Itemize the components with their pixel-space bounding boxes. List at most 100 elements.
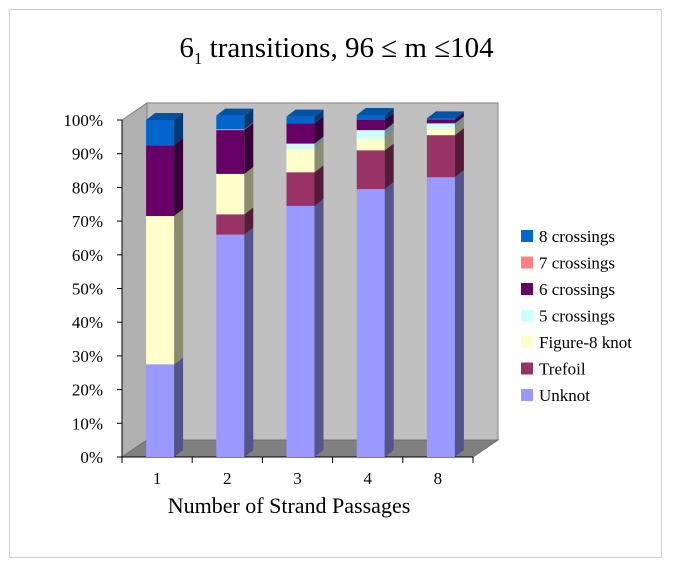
bar-stack [216,108,254,457]
legend-item: 8 crossings [521,227,615,246]
bar-segment-front [356,150,385,190]
bar-segment-front [286,205,315,457]
bar-segment-front [286,148,315,173]
bar-segment-front [356,114,385,120]
legend-label: Figure-8 knot [539,333,632,352]
bar-segment-front [286,116,315,124]
bar-segment-side [454,121,464,136]
bar-segment-front [216,129,245,131]
bar-stack [356,107,394,457]
bar-stack [426,111,464,458]
bar-segment-side [454,113,464,124]
bar-segment-side [244,108,254,130]
bar-segment-side [174,113,184,146]
bar-segment-front [146,145,175,217]
legend-label: 8 crossings [539,227,615,246]
bar-segment-side [314,109,324,124]
bar-segment-front [426,123,455,129]
bar-segment-front [286,123,315,144]
bar-segment-front [356,120,385,131]
bar-segment-side [174,209,184,365]
bar-segment-front [426,118,455,120]
y-tick-label: 10% [72,414,103,433]
bar-segment-front [356,189,385,457]
y-tick-label: 20% [72,381,103,400]
x-axis: 1 2 3 4 8 [121,456,474,488]
bar-segment-front [146,216,175,365]
legend-swatch [521,230,533,242]
y-tick-label: 70% [72,212,103,231]
legend-item: 5 crossings [521,307,615,326]
bar-segment-side [174,138,184,217]
bar-segment-side [384,123,394,139]
legend-label: Trefoil [539,360,586,379]
bar-segment-side [174,357,184,457]
bar-top [286,109,324,117]
bar-top [146,113,184,120]
legend-label: Unknot [539,386,590,405]
bar-segment-front [426,135,455,178]
bar-segment-front [216,173,245,215]
y-tick-label: 80% [72,178,103,197]
bar-segment-front [216,234,245,457]
bars [146,107,464,458]
bar-segment-side [384,182,394,457]
bar-segment-side [244,166,254,215]
bar-segment-front [356,130,385,139]
y-tick-label: 30% [72,347,103,366]
bar-segment-side [384,143,394,190]
bar-segment-side [454,170,464,458]
bar-top [356,107,394,115]
bar-segment-side [244,123,254,174]
x-tick-label: 3 [293,469,302,488]
legend-swatch [521,389,533,401]
bar-segment-side [244,207,254,235]
bar-stack [286,109,324,457]
side-wall [121,102,148,458]
bar-segment-front [286,172,315,206]
y-tick-label: 40% [72,313,103,332]
y-tick-label: 100% [63,111,103,130]
bar-segment-side [314,141,324,173]
bar-segment-side [314,198,324,457]
bar-segment-side [384,131,394,151]
bar-segment-side [314,136,324,149]
x-tick-label: 2 [223,469,232,488]
legend-swatch [521,283,533,295]
bar-segment-front [426,128,455,136]
chart-title-suffix: transitions, 96 ≤ m ≤104 [202,32,494,64]
bar-segment-side [244,122,254,131]
bar-segment-side [384,107,394,120]
bar-segment-front [216,214,245,235]
bar-segment-front [216,115,245,130]
legend-item: Figure-8 knot [521,333,632,352]
bar-segment-front [146,364,175,457]
legend-swatch [521,336,533,348]
bar-top [426,111,464,119]
x-axis-label: Number of Strand Passages [168,493,411,518]
x-tick-label: 8 [434,469,443,488]
bar-top [216,108,254,116]
bar-segment-front [146,120,175,146]
bar-segment-side [454,128,464,178]
legend-swatch [521,309,533,322]
legend-item: Trefoil [521,360,586,379]
chart-title: 61 transitions, 96 ≤ m ≤104 [0,32,673,69]
bar-segment-front [216,130,245,174]
legend: 8 crossings 7 crossings 6 crossings 5 cross… [521,227,632,405]
legend-swatch [521,256,533,269]
y-tick-label: 60% [72,246,103,265]
y-tick-label: 50% [72,280,103,299]
chart-title-subscript: 1 [193,48,203,68]
legend-label: 7 crossings [539,254,615,273]
legend-item: Unknot [521,386,590,405]
legend-item: 7 crossings [521,254,615,273]
bar-segment-front [426,177,455,458]
y-axis: 0% 10% 20% 30% 40% 50% 60% 70% 80% 90% 100% [63,111,123,467]
chart-title-prefix: 6 [179,32,194,64]
legend-swatch [521,362,533,375]
bar-segment-front [286,143,315,149]
bar-segment-front [426,120,455,124]
bar-segment-front [356,138,385,151]
bar-segment-side [244,227,254,457]
